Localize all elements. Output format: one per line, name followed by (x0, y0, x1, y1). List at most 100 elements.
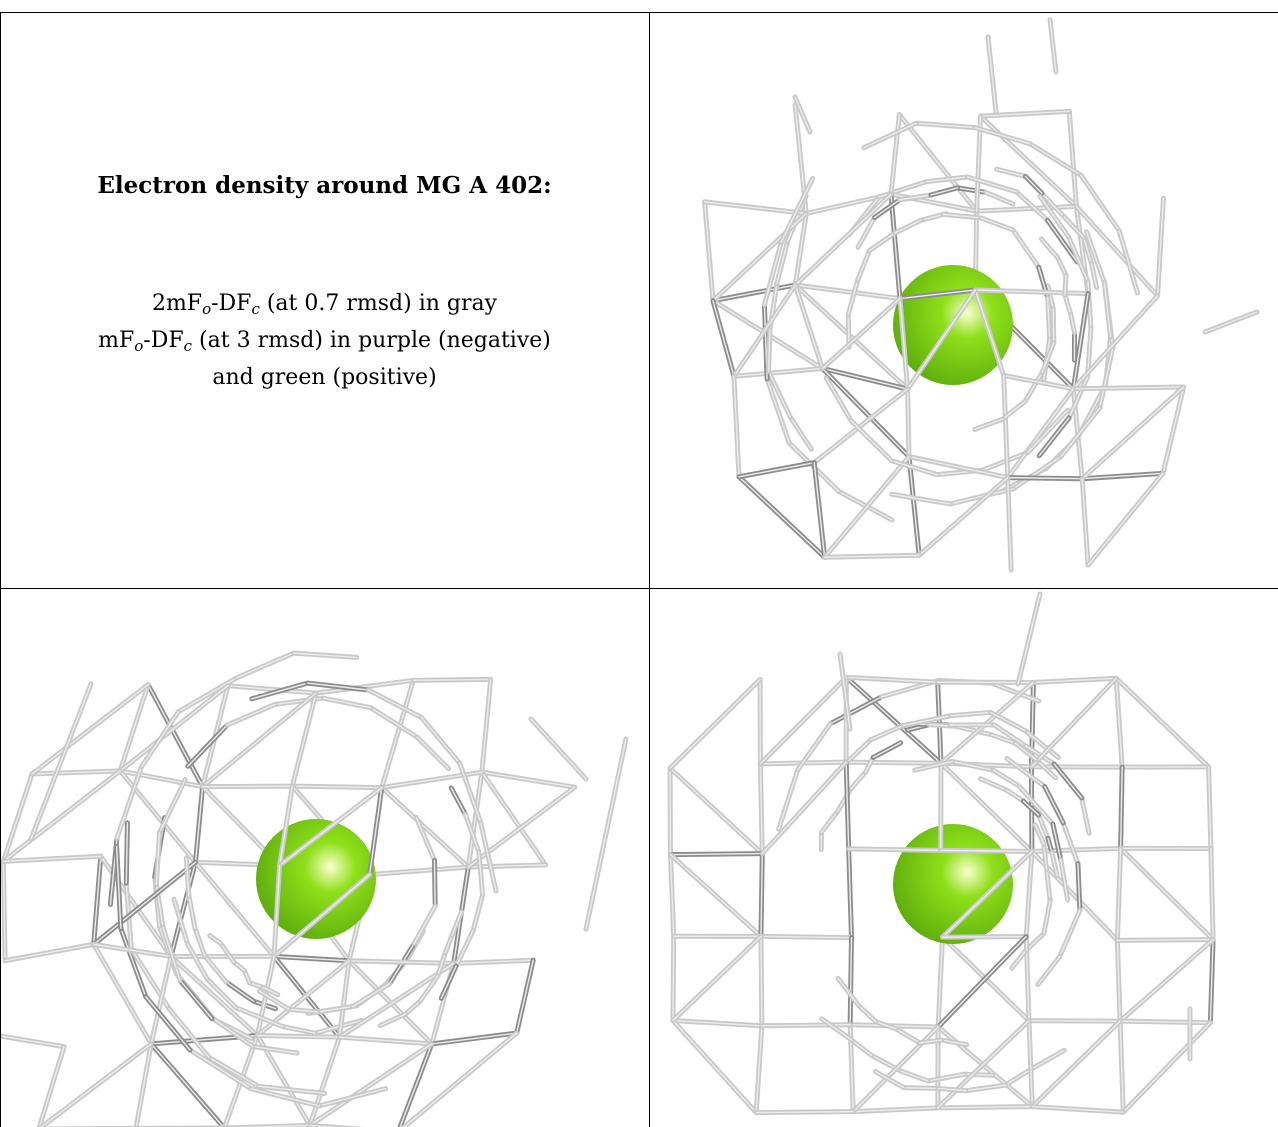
mesh-segment-highlight (763, 241, 783, 306)
mesh-segment-highlight (1082, 236, 1093, 265)
mesh-segment-highlight (1041, 342, 1055, 374)
mesh-segment-highlight (1024, 729, 1060, 759)
mesh-segment-highlight (1103, 281, 1112, 338)
mesh-segment-highlight (481, 771, 547, 866)
mesh-segment-highlight (1085, 230, 1106, 284)
mesh-segment-highlight (187, 724, 228, 767)
mesh-segment-highlight (1064, 294, 1072, 316)
mesh-segment-highlight (262, 986, 279, 996)
mesh-segment-highlight (250, 1088, 320, 1107)
mesh-segment-highlight (845, 676, 939, 683)
mesh-segment-highlight (1049, 19, 1057, 73)
mesh-segment-highlight (951, 760, 994, 771)
mesh-segment-highlight (777, 769, 799, 830)
mesh-segment-highlight (120, 927, 147, 998)
mesh-segment-highlight (92, 861, 197, 946)
mesh-segment-highlight (813, 461, 826, 558)
mesh-segment-highlight (845, 676, 942, 764)
mesh-segment-highlight (1046, 871, 1051, 902)
mesh-segment-highlight (995, 168, 1027, 178)
mesh-segment-highlight (1011, 951, 1026, 969)
mesh-segment-highlight (338, 1036, 433, 1045)
mesh-segment-highlight (1209, 938, 1214, 1024)
mesh-segment-highlight (92, 855, 102, 946)
mesh-segment-highlight (760, 935, 763, 1027)
caption-cell: Electron density around MG A 402: 2mFo-D… (1, 12, 648, 587)
mesh-segment-highlight (1029, 1049, 1065, 1071)
caption-line-1-sub: c (251, 300, 260, 318)
mesh-segment-highlight (201, 692, 317, 788)
mesh-segment-highlight (225, 981, 255, 1002)
mesh-front (702, 17, 1260, 573)
mesh-segment-highlight (119, 770, 204, 788)
mesh-segment-highlight (369, 706, 418, 738)
mesh-segment-highlight (440, 965, 457, 999)
mesh-segment-highlight (985, 191, 1014, 205)
mesh-front (667, 591, 1216, 1116)
mesh-segment-highlight (733, 367, 824, 378)
mesh-segment-highlight (1037, 955, 1061, 986)
mesh-segment-highlight (119, 683, 149, 772)
mesh-segment-highlight (293, 652, 358, 659)
mesh-segment-highlight (979, 777, 1008, 791)
mesh-segment-highlight (1119, 847, 1214, 941)
mesh-segment-highlight (1080, 174, 1120, 232)
mesh-segment-highlight (993, 724, 1024, 745)
mesh-segment-highlight (458, 762, 482, 824)
mesh-segment-highlight (379, 1013, 407, 1027)
mesh-segment-highlight (348, 960, 455, 965)
caption-title: Electron density around MG A 402: (97, 172, 552, 199)
frame-line-center (0, 588, 1278, 589)
mesh-segment-highlight (873, 199, 901, 219)
mesh-segment-highlight (987, 36, 997, 113)
mesh-segment-highlight (857, 216, 876, 249)
caption-line-1: 2mFo-DFc (at 0.7 rmsd) in gray (1, 288, 648, 325)
mesh-segment-highlight (794, 284, 901, 300)
mesh-segment-highlight (206, 978, 237, 1009)
caption-line-2-sub: c (183, 337, 193, 355)
mesh-segment-highlight (1012, 455, 1062, 490)
mesh-segment-highlight (145, 995, 191, 1051)
mesh-segment-highlight (273, 955, 350, 962)
mesh-segment-highlight (1017, 593, 1041, 685)
mesh-segment-highlight (949, 488, 1015, 505)
mesh-segment-highlight (1072, 295, 1159, 390)
mesh-segment-highlight (1006, 757, 1046, 788)
mesh-segment-highlight (338, 962, 455, 1038)
mesh-segment-highlight (170, 861, 197, 958)
mesh-segment-highlight (1072, 386, 1185, 390)
mesh-segment-highlight (906, 289, 977, 390)
mesh-segment-highlight (464, 813, 480, 853)
mesh-segment-highlight (900, 1070, 929, 1082)
mesh-segment-highlight (1087, 472, 1164, 566)
mesh-segment-highlight (309, 1124, 341, 1127)
mesh-segment-highlight (1063, 216, 1085, 239)
mesh-segment-highlight (1005, 789, 1025, 802)
mesh-segment-highlight (829, 696, 883, 725)
caption-line-2-part: mF (98, 328, 135, 353)
mesh-segment-highlight (209, 934, 222, 945)
mesh-segment-highlight (941, 850, 1033, 938)
mesh-segment-highlight (755, 1025, 763, 1114)
mesh-segment-highlight (273, 873, 371, 958)
mesh-segment-highlight (850, 771, 867, 790)
mesh-segment-highlight (906, 388, 910, 458)
mesh-segment-highlight (135, 1043, 152, 1127)
mesh-segment-highlight (942, 213, 982, 219)
mesh-segment-highlight (433, 859, 436, 907)
mesh-segment-highlight (672, 1019, 763, 1027)
mesh-segment-highlight (898, 194, 932, 201)
mesh-segment-highlight (530, 718, 587, 780)
mesh-segment-highlight (367, 689, 423, 719)
mesh-segment-highlight (863, 122, 918, 149)
mesh-segment-highlight (940, 849, 1033, 853)
mesh-segment-highlight (780, 177, 814, 243)
mesh-segment-highlight (1030, 677, 1117, 768)
mesh-segment-highlight (1025, 850, 1033, 938)
mesh-segment-highlight (413, 905, 436, 945)
mesh-segment-highlight (220, 942, 235, 963)
mesh-segment-highlight (980, 217, 1014, 231)
mesh-segment-highlight (837, 977, 860, 1007)
mesh-segment-highlight (915, 122, 976, 129)
mesh-segment-highlight (738, 476, 826, 558)
